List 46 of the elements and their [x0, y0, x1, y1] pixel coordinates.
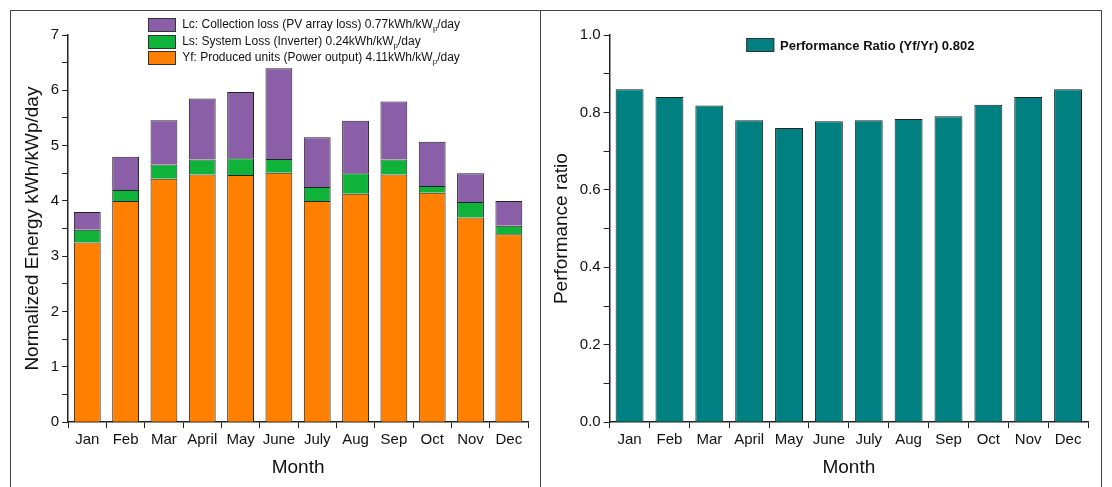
y-tick-label: 1 — [50, 357, 60, 375]
x-tick-label: Jan — [617, 430, 642, 448]
x-tick-label: Sep — [935, 430, 962, 448]
x-tick-label: Oct — [420, 430, 445, 448]
y-axis-title: Normalized Energy kWh/kWp/day — [20, 86, 42, 371]
x-tick-label: Nov — [457, 430, 485, 448]
x-tick-label: Jan — [75, 430, 100, 448]
y-axis-title: Performance ratio — [549, 153, 571, 305]
x-tick-label: Feb — [112, 430, 139, 448]
x-tick-label: Nov — [1014, 430, 1043, 448]
y-tick-label: 7 — [50, 25, 60, 43]
x-tick-label: June — [262, 430, 296, 448]
y-tick-label: 0 — [50, 412, 60, 430]
x-tick-label: Dec — [1054, 430, 1082, 448]
x-tick-label: Aug — [342, 430, 369, 448]
text: Performance Ratio (Yf/Yr) 0.802 — [780, 37, 975, 53]
x-tick-label: May — [774, 430, 804, 448]
y-tick-label: 0.8 — [579, 102, 601, 120]
x-tick-label: Oct — [976, 430, 1001, 448]
y-tick-label: 6 — [50, 80, 60, 98]
x-tick-label: April — [187, 430, 218, 448]
x-tick-label: Aug — [895, 430, 922, 448]
x-tick-label: Sep — [380, 430, 408, 448]
x-tick-label: April — [734, 430, 765, 448]
y-tick-label: 2 — [50, 301, 60, 319]
legend-label: Yf: Produced units (Power output) 4.11kWh/kW$_{p}$/day — [182, 50, 460, 67]
x-tick-label: June — [812, 430, 846, 448]
x-tick-label: July — [303, 430, 332, 448]
x-tick-label: Feb — [656, 430, 683, 448]
y-tick-label: 0.6 — [579, 180, 601, 198]
x-axis-title: Month — [822, 455, 876, 477]
x-tick-label: Mar — [151, 430, 177, 448]
y-tick-label: 5 — [50, 135, 60, 153]
x-axis-title: Month — [271, 455, 325, 477]
x-tick-label: Dec — [495, 430, 523, 448]
y-tick-label: 0.2 — [579, 334, 601, 352]
y-tick-label: 1.0 — [579, 25, 601, 43]
x-tick-label: May — [226, 430, 256, 448]
legend-label: Lc: Collection loss (PV array loss) 0.77kWh/kW$_{p}$/day — [182, 17, 461, 34]
y-tick-label: 3 — [50, 246, 60, 264]
x-tick-label: Mar — [696, 430, 723, 448]
x-tick-label: July — [855, 430, 883, 448]
y-tick-label: 0.4 — [579, 257, 601, 275]
y-tick-label: 0.0 — [579, 412, 601, 430]
legend-label: Ls: System Loss (Inverter) 0.24kWh/kW$_{p}$/day — [182, 33, 421, 50]
y-tick-label: 4 — [50, 191, 60, 209]
